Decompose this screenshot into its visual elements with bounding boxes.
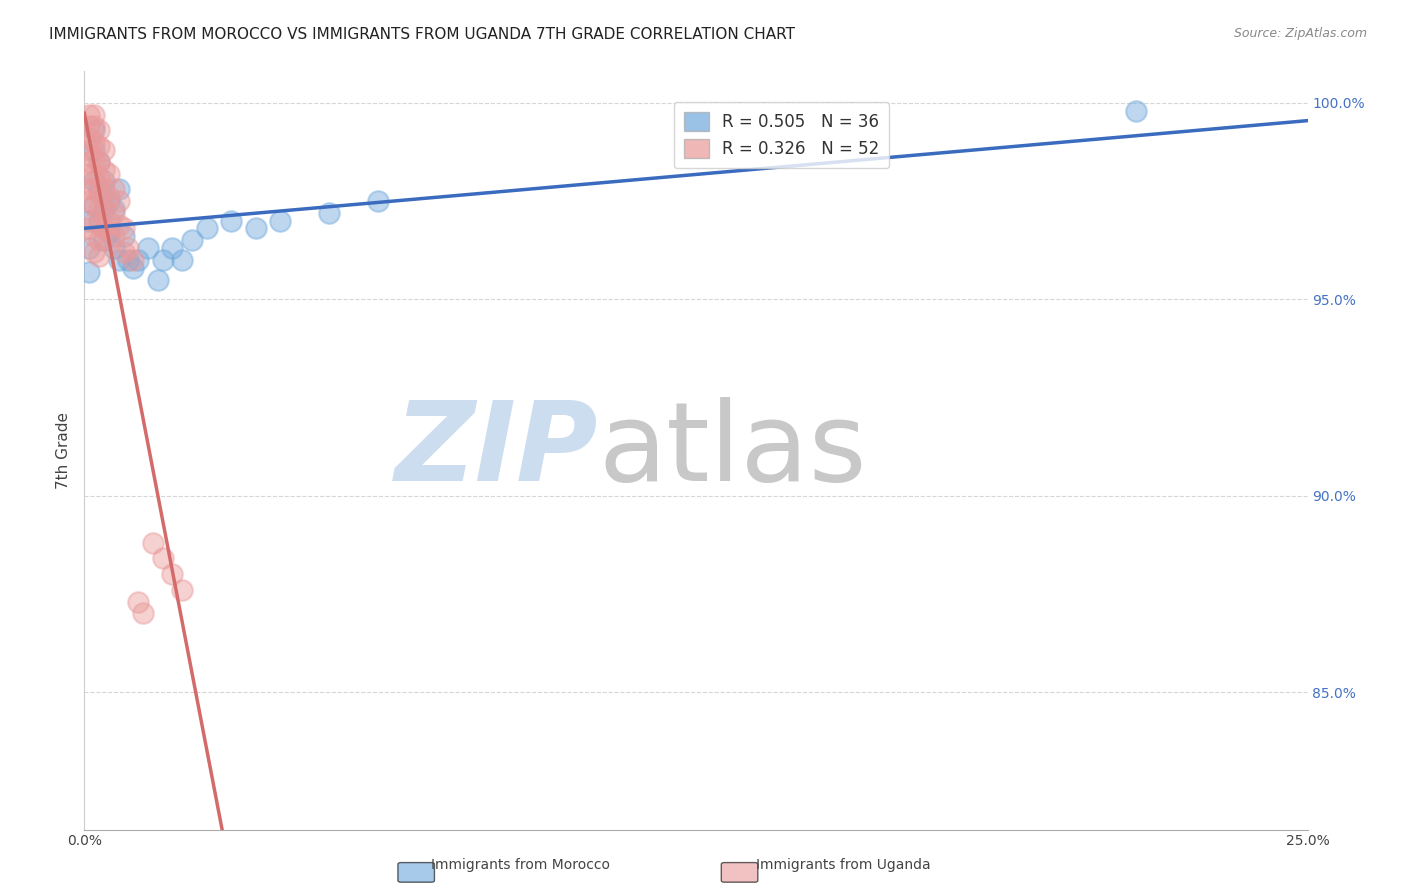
Point: [77, 182, 100, 196]
Point: [97, 233, 120, 247]
Text: IMMIGRANTS FROM MOROCCO VS IMMIGRANTS FROM UGANDA 7TH GRADE CORRELATION CHART: IMMIGRANTS FROM MOROCCO VS IMMIGRANTS FR…: [49, 27, 796, 42]
Point: [83, 174, 105, 188]
Point: [318, 206, 340, 220]
Point: [93, 233, 115, 247]
Point: [83, 245, 105, 260]
Point: [77, 213, 100, 227]
Point: [83, 143, 105, 157]
Point: [87, 154, 110, 169]
Point: [77, 221, 100, 235]
Point: [136, 241, 159, 255]
Point: [93, 182, 115, 196]
Text: Source: ZipAtlas.com: Source: ZipAtlas.com: [1233, 27, 1367, 40]
Point: [103, 241, 125, 255]
Point: [93, 202, 115, 216]
Point: [112, 221, 135, 235]
Point: [87, 218, 110, 232]
Point: [219, 213, 242, 227]
Point: [83, 167, 105, 181]
Point: [97, 167, 120, 181]
Point: [142, 535, 165, 549]
Point: [77, 120, 100, 134]
Point: [122, 260, 145, 275]
Point: [83, 182, 105, 196]
Point: [97, 213, 120, 227]
Point: [87, 202, 110, 216]
Point: [152, 551, 174, 566]
Point: [172, 252, 194, 267]
Text: ZIP: ZIP: [395, 397, 598, 504]
Point: [87, 213, 110, 227]
Point: [117, 241, 139, 255]
Point: [87, 182, 110, 196]
Point: [103, 206, 125, 220]
Point: [87, 139, 110, 153]
Point: [117, 252, 139, 267]
Point: [181, 233, 204, 247]
Point: [103, 202, 125, 216]
Point: [87, 186, 110, 201]
Point: [83, 213, 105, 227]
Point: [83, 123, 105, 137]
Point: [107, 194, 129, 208]
Point: [132, 607, 155, 621]
Point: [245, 221, 267, 235]
Point: [103, 229, 125, 244]
Point: [112, 245, 135, 260]
Point: [93, 162, 115, 177]
Point: [93, 221, 115, 235]
Text: Immigrants from Uganda: Immigrants from Uganda: [756, 858, 931, 872]
Point: [162, 241, 184, 255]
Point: [83, 135, 105, 149]
Point: [107, 252, 129, 267]
Point: [83, 107, 105, 121]
Point: [77, 167, 100, 181]
Point: [152, 252, 174, 267]
Point: [77, 194, 100, 208]
Text: atlas: atlas: [598, 397, 866, 504]
Point: [97, 190, 120, 204]
Point: [77, 265, 100, 279]
Point: [103, 182, 125, 196]
Text: Immigrants from Morocco: Immigrants from Morocco: [430, 858, 610, 872]
Point: [87, 233, 110, 247]
Point: [107, 218, 129, 232]
Point: [172, 582, 194, 597]
Point: [107, 182, 129, 196]
Point: [83, 198, 105, 212]
Point: [87, 154, 110, 169]
Legend: R = 0.505   N = 36, R = 0.326   N = 52: R = 0.505 N = 36, R = 0.326 N = 52: [673, 103, 890, 168]
Point: [83, 120, 105, 134]
Y-axis label: 7th Grade: 7th Grade: [56, 412, 72, 489]
Point: [97, 194, 120, 208]
Point: [195, 221, 218, 235]
Point: [1125, 103, 1147, 118]
Point: [83, 229, 105, 244]
Point: [127, 595, 149, 609]
Point: [93, 174, 115, 188]
Point: [162, 567, 184, 582]
Point: [269, 213, 291, 227]
Point: [87, 170, 110, 185]
Point: [146, 272, 169, 286]
Point: [77, 107, 100, 121]
Point: [112, 229, 135, 244]
Point: [87, 249, 110, 263]
Point: [127, 252, 149, 267]
Point: [77, 143, 100, 157]
Point: [93, 202, 115, 216]
Point: [77, 154, 100, 169]
Point: [83, 198, 105, 212]
Point: [367, 194, 389, 208]
Point: [83, 151, 105, 165]
Point: [97, 226, 120, 240]
Point: [77, 241, 100, 255]
Point: [93, 143, 115, 157]
Point: [77, 131, 100, 145]
Point: [87, 123, 110, 137]
Point: [122, 252, 145, 267]
